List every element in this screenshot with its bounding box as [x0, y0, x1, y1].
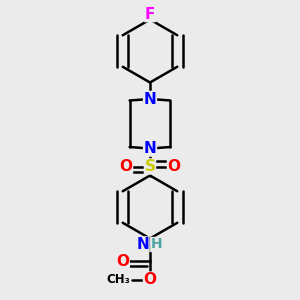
Text: O: O: [143, 272, 157, 287]
Text: O: O: [116, 254, 129, 268]
Text: N: N: [136, 237, 149, 252]
Text: H: H: [151, 238, 162, 251]
Text: O: O: [167, 159, 181, 174]
Text: N: N: [144, 141, 156, 156]
Text: F: F: [145, 7, 155, 22]
Text: N: N: [144, 92, 156, 106]
Text: O: O: [119, 159, 133, 174]
Text: S: S: [145, 159, 155, 174]
Text: CH₃: CH₃: [107, 273, 130, 286]
